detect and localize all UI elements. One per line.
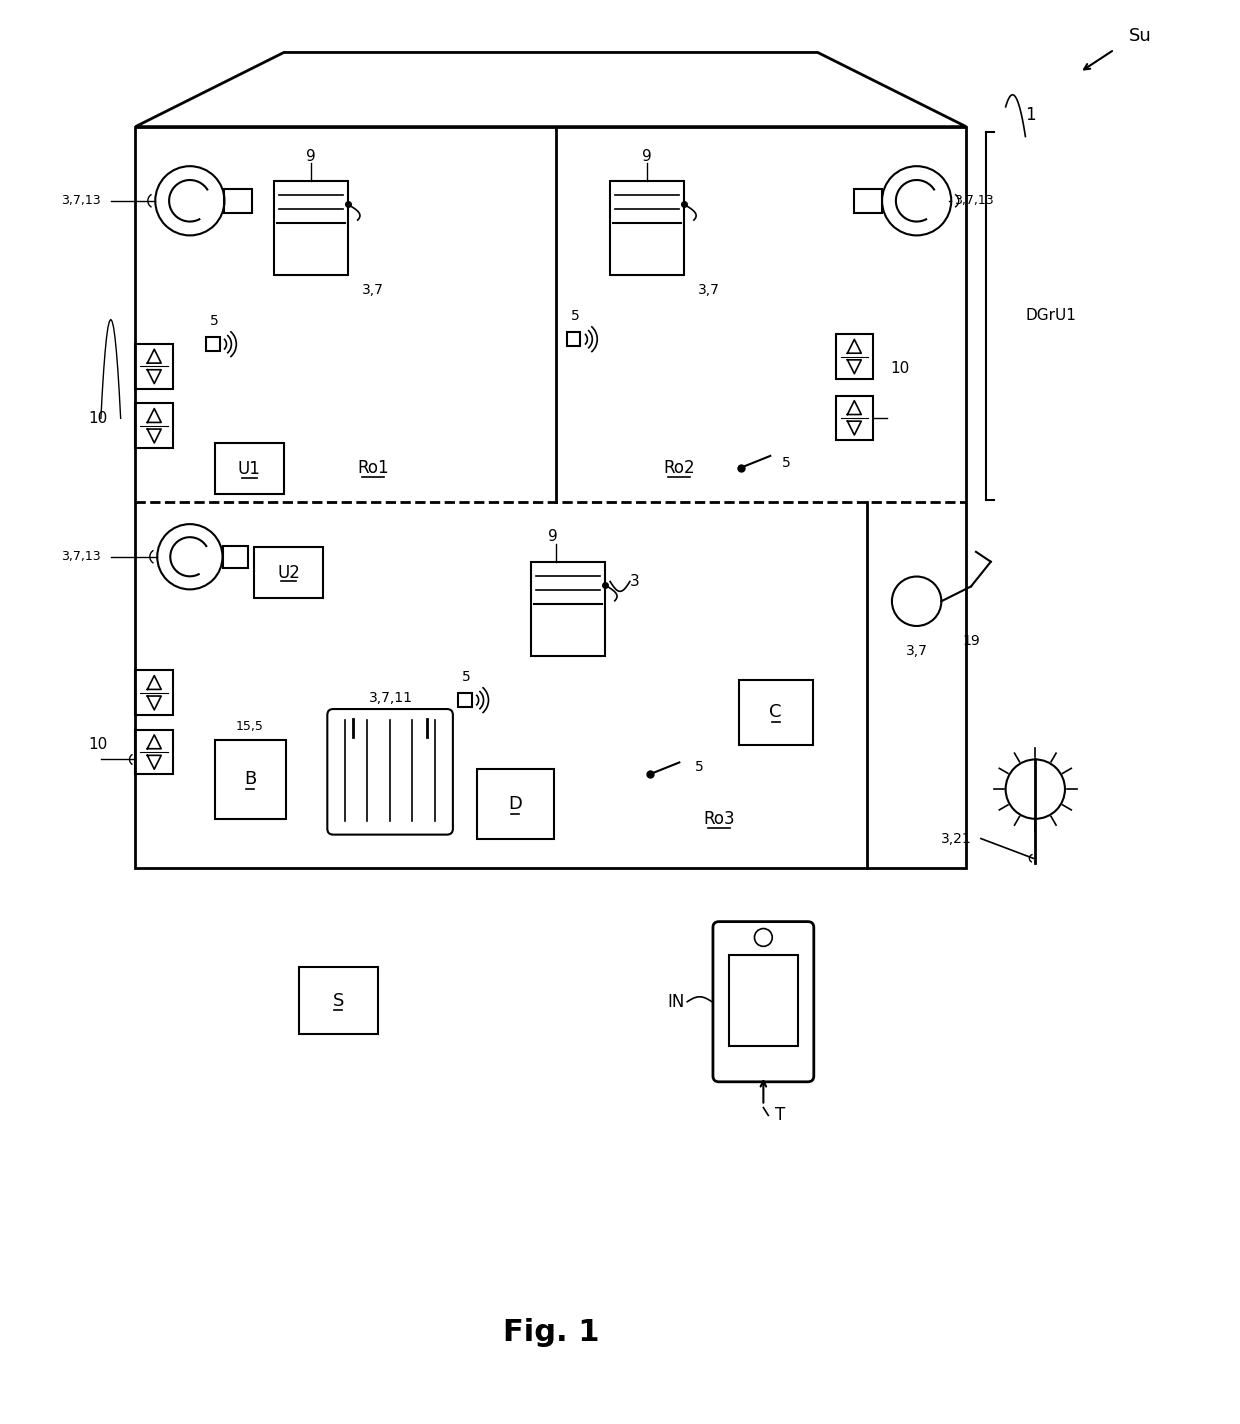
Text: 5: 5: [463, 671, 471, 685]
Bar: [254, 547, 324, 598]
Text: Su: Su: [1130, 27, 1152, 44]
Text: 9: 9: [306, 148, 316, 164]
Text: 3: 3: [630, 574, 640, 590]
Text: C: C: [770, 703, 782, 722]
Bar: [215, 443, 284, 494]
Bar: [531, 561, 605, 655]
Text: Ro3: Ro3: [703, 810, 734, 827]
Text: 3,21: 3,21: [941, 832, 972, 846]
Text: 5: 5: [781, 456, 790, 470]
Bar: [836, 335, 873, 379]
Bar: [135, 671, 174, 715]
Text: 15,5: 15,5: [236, 721, 263, 733]
Text: DGrU1: DGrU1: [1025, 308, 1076, 323]
Text: 10: 10: [88, 738, 108, 752]
Text: 1: 1: [1025, 105, 1037, 124]
Text: 10: 10: [88, 412, 108, 426]
Text: 10: 10: [890, 362, 909, 376]
Bar: [135, 729, 174, 775]
Text: Ro2: Ro2: [663, 459, 696, 477]
Bar: [224, 189, 252, 212]
Bar: [476, 769, 554, 839]
Text: 3,7: 3,7: [362, 283, 383, 296]
Text: 5: 5: [211, 315, 219, 329]
Bar: [206, 337, 219, 352]
Text: Ro1: Ro1: [357, 459, 388, 477]
Text: 3,7,13: 3,7,13: [955, 194, 993, 208]
Text: B: B: [244, 770, 257, 789]
Text: D: D: [508, 795, 522, 813]
Text: 19: 19: [962, 634, 980, 648]
Text: 3,7,13: 3,7,13: [61, 194, 100, 208]
Bar: [458, 693, 471, 708]
Bar: [739, 681, 812, 745]
Text: 9: 9: [548, 530, 558, 544]
Bar: [274, 181, 348, 275]
Bar: [135, 403, 174, 449]
Bar: [729, 956, 799, 1047]
Text: 3,7,13: 3,7,13: [61, 550, 100, 564]
Text: 5: 5: [572, 309, 580, 323]
Bar: [610, 181, 684, 275]
Bar: [567, 332, 580, 346]
Text: Fig. 1: Fig. 1: [502, 1319, 599, 1347]
Text: 3,7,11: 3,7,11: [368, 691, 413, 705]
Text: 3,7: 3,7: [698, 283, 720, 296]
Text: IN: IN: [667, 993, 684, 1011]
Bar: [135, 127, 966, 869]
Bar: [215, 739, 285, 819]
Text: U2: U2: [278, 564, 300, 581]
Bar: [222, 545, 248, 568]
FancyBboxPatch shape: [327, 709, 453, 834]
Text: 5: 5: [694, 760, 703, 775]
Text: 3,7: 3,7: [905, 644, 928, 658]
Text: T: T: [775, 1106, 785, 1125]
FancyBboxPatch shape: [713, 921, 813, 1082]
Text: S: S: [332, 991, 343, 1010]
Text: 9: 9: [642, 148, 652, 164]
Bar: [854, 189, 882, 212]
Bar: [836, 396, 873, 440]
Bar: [135, 345, 174, 389]
Text: U1: U1: [238, 460, 260, 478]
Bar: [299, 967, 378, 1034]
